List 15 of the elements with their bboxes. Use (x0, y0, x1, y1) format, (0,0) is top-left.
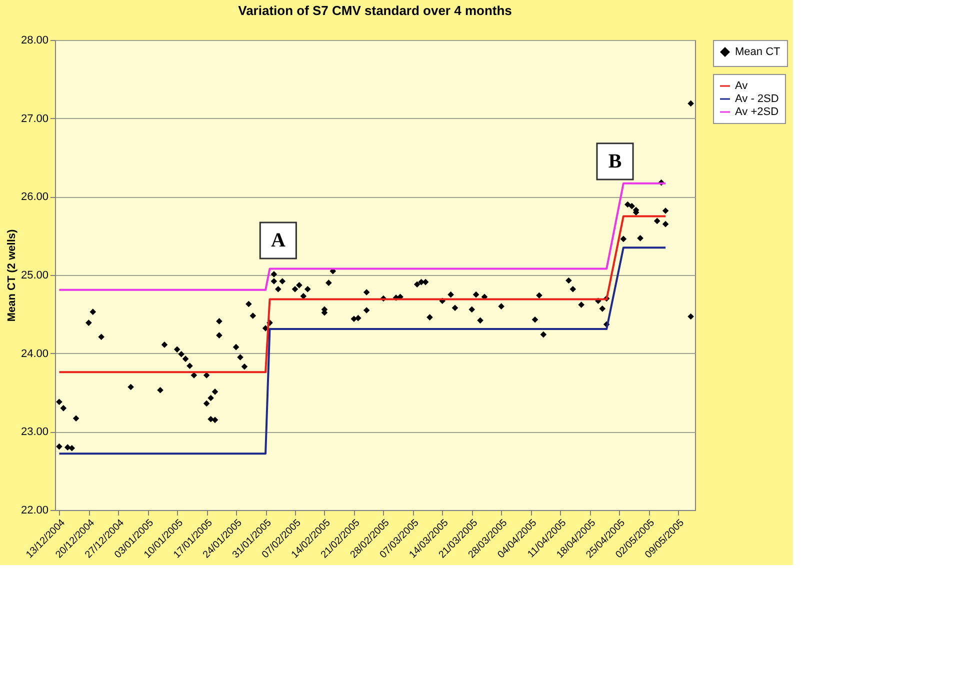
annotation: A (270, 230, 286, 252)
y-tick-label: 23.00 (20, 426, 48, 438)
legend-label: Av - 2SD (735, 93, 779, 105)
chart-title: Variation of S7 CMV standard over 4 months (238, 3, 512, 18)
y-tick-label: 26.00 (20, 191, 48, 204)
legend-label: Mean CT (735, 46, 781, 58)
legend-label: Av (735, 80, 748, 92)
y-tick-label: 24.00 (20, 348, 48, 360)
y-axis-title: Mean CT (2 wells) (6, 229, 18, 322)
y-tick-label: 25.00 (20, 270, 48, 282)
y-tick-label: 27.00 (20, 112, 48, 125)
y-tick-label: 28.00 (20, 34, 48, 46)
y-tick-label: 22.00 (20, 504, 48, 516)
legend-label: Av +2SD (735, 106, 779, 118)
annotation: B (608, 150, 622, 172)
